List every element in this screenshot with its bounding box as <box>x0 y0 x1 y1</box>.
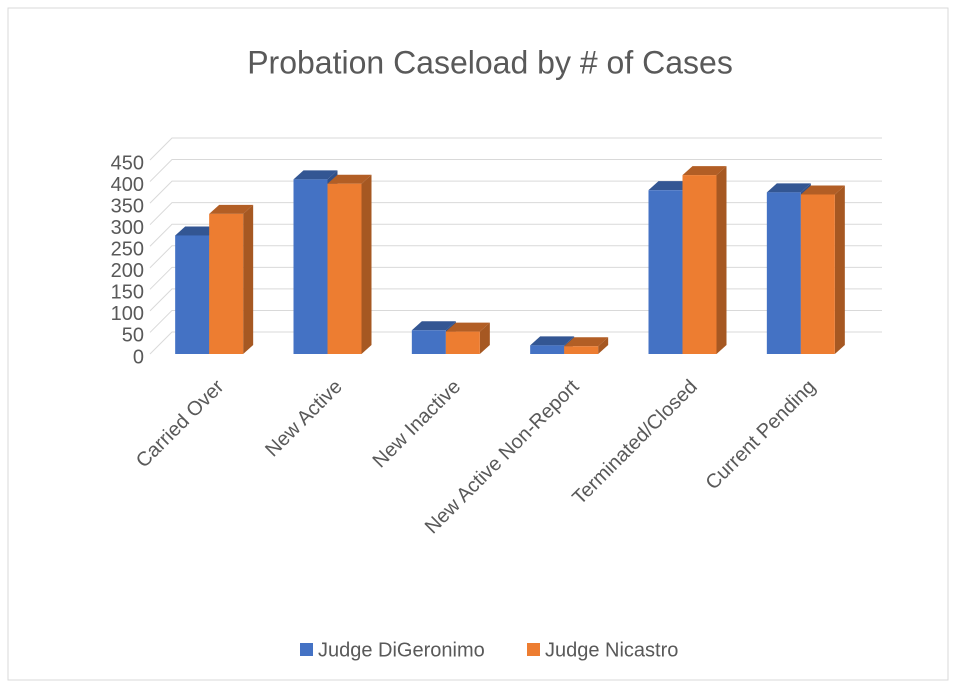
grid-line <box>149 202 882 226</box>
chart-title: Probation Caseload by # of Cases <box>247 44 733 80</box>
grid-line <box>149 266 882 290</box>
bar <box>682 175 717 354</box>
bar-top <box>293 170 338 180</box>
grid-line <box>149 288 882 312</box>
legend-label: Judge DiGeronimo <box>318 639 485 661</box>
y-tick-label: 300 <box>111 217 144 239</box>
bar-top <box>445 322 490 332</box>
bar-top <box>411 321 456 331</box>
bar <box>411 330 446 354</box>
bar-side <box>243 204 254 354</box>
y-tick-label: 350 <box>111 195 144 217</box>
y-tick-label: 50 <box>122 325 144 347</box>
bar <box>175 235 210 354</box>
bar-top <box>530 336 575 346</box>
bar-side <box>716 166 727 354</box>
bar-top <box>327 174 372 184</box>
grid-line <box>149 245 882 269</box>
bar <box>648 190 683 354</box>
legend-label: Judge Nicastro <box>545 639 678 661</box>
grid-line <box>149 309 882 333</box>
grid-line <box>149 137 882 161</box>
grid-line <box>149 331 882 355</box>
bar-top <box>800 185 845 195</box>
legend-swatch <box>527 643 540 656</box>
bar-top <box>209 204 254 214</box>
y-tick-label: 200 <box>111 260 144 282</box>
bar-side <box>834 185 845 354</box>
bar <box>327 183 362 354</box>
bar-side <box>479 322 490 354</box>
grid-line <box>149 159 882 182</box>
bar <box>800 194 835 354</box>
bar-top <box>564 337 609 347</box>
bar-top <box>175 226 220 236</box>
bar-side <box>361 174 372 354</box>
bar-side <box>598 337 609 354</box>
bar-top <box>648 181 693 191</box>
bar <box>445 331 480 354</box>
bar <box>209 213 244 354</box>
bar <box>530 345 565 354</box>
y-tick-label: 100 <box>111 303 144 325</box>
y-tick-label: 400 <box>111 174 144 196</box>
bar <box>564 346 599 354</box>
bar <box>293 179 328 354</box>
bar <box>766 192 801 354</box>
y-tick-label: 0 <box>133 346 144 368</box>
bar-top <box>766 183 811 193</box>
grid-line <box>149 223 882 247</box>
bar-top <box>682 166 727 176</box>
y-tick-label: 150 <box>111 282 144 304</box>
legend-swatch <box>300 643 313 656</box>
y-tick-label: 450 <box>111 152 144 174</box>
grid-line <box>149 180 882 204</box>
y-tick-label: 250 <box>111 239 144 261</box>
